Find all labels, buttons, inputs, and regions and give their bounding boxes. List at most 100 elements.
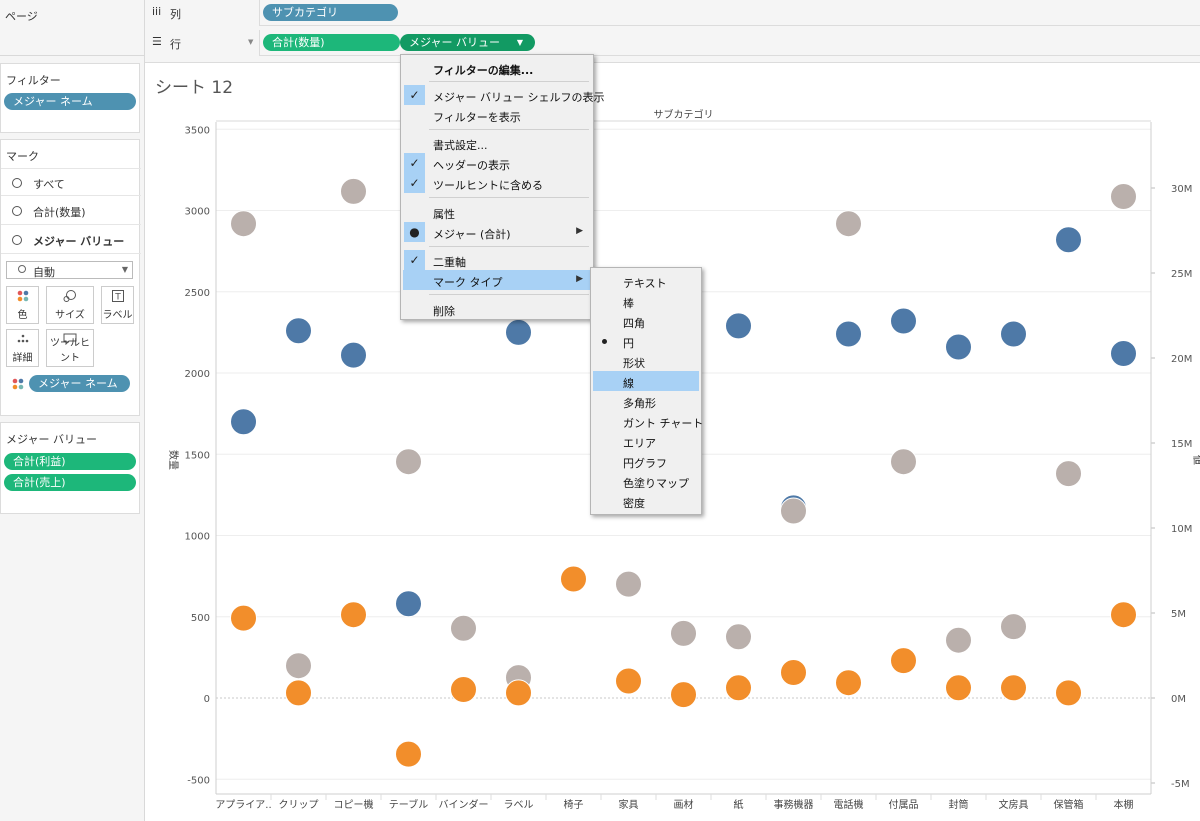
data-point [230, 604, 257, 632]
columns-pill-subcategory[interactable]: サブカテゴリ [263, 4, 398, 21]
measure-pill-sales[interactable]: 合計(売上) [4, 474, 136, 491]
menu-item-label: ツールヒントに含める [433, 179, 543, 192]
rows-pill-measure-values-label: メジャー バリュー [409, 36, 500, 49]
rows-pill-quantity[interactable]: 合計(数量) [263, 34, 400, 51]
color-button[interactable]: 色 [6, 286, 39, 324]
mark-type-bar[interactable]: 棒 [593, 291, 699, 311]
filter-pill-measure-names[interactable]: メジャー ネーム [4, 93, 136, 110]
mark-type-density[interactable]: 密度 [593, 491, 699, 511]
rows-pill-measure-values[interactable]: メジャー バリュー ▼ [400, 34, 535, 51]
label-button[interactable]: T ラベル [101, 286, 134, 324]
menu-item-dual-axis[interactable]: ✓ 二重軸 [403, 250, 591, 270]
chevron-down-icon: ▼ [121, 265, 128, 274]
mark-type-text[interactable]: テキスト [593, 271, 699, 291]
y2-tick-label: 20M [1171, 354, 1192, 365]
chevron-down-icon: ▼ [248, 38, 254, 46]
category-label: アプライア.. [215, 799, 271, 811]
data-point [450, 614, 477, 642]
submenu-arrow-icon: ▶ [576, 226, 583, 236]
y-tick-label: -500 [187, 775, 210, 786]
menu-item-show-header[interactable]: ✓ ヘッダーの表示 [403, 153, 591, 173]
rows-shelf-label: ☰ 行 ▼ [145, 30, 260, 56]
measure-values-card: メジャー バリュー 合計(利益) 合計(売上) [0, 422, 140, 514]
data-point [615, 570, 642, 598]
data-point [505, 679, 532, 707]
data-point [395, 448, 422, 476]
text-icon: T [102, 290, 133, 305]
mark-type-shape[interactable]: 形状 [593, 351, 699, 371]
measure-pill-profit[interactable]: 合計(利益) [4, 453, 136, 470]
y2-tick-label: 15M [1171, 439, 1192, 450]
menu-item-label: 四角 [623, 317, 645, 330]
tooltip-icon [47, 333, 93, 348]
menu-item-label: テキスト [623, 277, 667, 290]
radio-icon [12, 206, 22, 216]
check-icon: ✓ [404, 85, 425, 105]
menu-item-label: 円グラフ [623, 457, 667, 470]
mark-type-area[interactable]: エリア [593, 431, 699, 451]
menu-item-label: 属性 [433, 208, 455, 221]
data-point [340, 601, 367, 629]
mark-type-polygon[interactable]: 多角形 [593, 391, 699, 411]
y2-tick-label: 0M [1171, 694, 1186, 705]
data-point [890, 307, 917, 335]
menu-item-label: フィルターを表示 [433, 111, 521, 124]
mark-type-square[interactable]: 四角 [593, 311, 699, 331]
data-point [1110, 340, 1137, 367]
size-icon [47, 290, 93, 305]
category-label: 椅子 [564, 798, 584, 811]
marks-row-quantity[interactable]: 合計(数量) [1, 197, 141, 225]
mark-type-submenu: テキスト 棒 四角 円 形状 線 多角形 ガント チャート エリア 円グラフ 色… [590, 267, 703, 515]
data-point [285, 317, 312, 345]
menu-item-edit-filter[interactable]: フィルターの編集... [403, 58, 591, 78]
menu-item-measure[interactable]: ● メジャー (合計) ▶ [403, 222, 591, 242]
mark-type-dropdown[interactable]: 自動 ▼ [6, 261, 133, 279]
data-point [285, 652, 312, 680]
marks-row-measure-values[interactable]: メジャー バリュー [1, 226, 141, 254]
detail-button[interactable]: 詳細 [6, 329, 39, 367]
detail-icon [7, 333, 38, 348]
size-button[interactable]: サイズ [46, 286, 94, 324]
data-point [780, 497, 807, 525]
menu-item-mark-type[interactable]: マーク タイプ ▶ [403, 270, 591, 290]
size-button-label: サイズ [55, 310, 85, 321]
rows-icon: ☰ [152, 35, 162, 48]
marks-row-all[interactable]: すべて [1, 168, 141, 196]
menu-item-label: フィルターの編集... [433, 64, 534, 77]
columns-icon: iii [152, 5, 162, 18]
menu-item-label: 形状 [623, 357, 645, 370]
mark-type-line[interactable]: 線 [593, 371, 699, 391]
menu-item-include-in-tooltip[interactable]: ✓ ツールヒントに含める [403, 173, 591, 193]
menu-item-label: メジャー (合計) [433, 228, 511, 241]
check-icon: ✓ [404, 173, 425, 193]
data-point [835, 210, 862, 238]
mark-type-pie[interactable]: 円グラフ [593, 451, 699, 471]
menu-item-label: 多角形 [623, 397, 656, 410]
menu-item-attribute[interactable]: 属性 [403, 202, 591, 222]
menu-item-show-measure-values-shelf[interactable]: ✓ メジャー バリュー シェルフの表示 [403, 85, 604, 105]
menu-item-label: エリア [623, 437, 656, 450]
y2-tick-label: 25M [1171, 269, 1192, 280]
menu-item-show-filter[interactable]: フィルターを表示 [403, 105, 591, 125]
data-point [890, 647, 917, 675]
category-label: 家具 [619, 798, 639, 811]
menu-item-remove[interactable]: 削除 [403, 299, 591, 319]
marks-row-label: 合計(数量) [33, 206, 86, 219]
data-point [1000, 674, 1027, 702]
mark-type-gantt[interactable]: ガント チャート [593, 411, 703, 431]
menu-separator [429, 197, 589, 198]
mark-type-filled-map[interactable]: 色塗りマップ [593, 471, 699, 491]
menu-separator [429, 81, 589, 82]
marks-color-pill[interactable]: メジャー ネーム [29, 375, 130, 392]
data-point [670, 681, 697, 709]
data-point [1055, 679, 1082, 707]
data-point [1055, 226, 1082, 254]
data-point [395, 590, 422, 618]
bullet-icon [602, 339, 607, 344]
measure-values-context-menu: フィルターの編集... ✓ メジャー バリュー シェルフの表示 フィルターを表示 … [400, 54, 604, 320]
category-label: ラベル [504, 799, 534, 811]
mark-type-circle[interactable]: 円 [593, 331, 699, 351]
menu-item-format[interactable]: 書式設定... [403, 133, 591, 153]
tooltip-button[interactable]: ツールヒント [46, 329, 94, 367]
color-icon [12, 378, 24, 393]
